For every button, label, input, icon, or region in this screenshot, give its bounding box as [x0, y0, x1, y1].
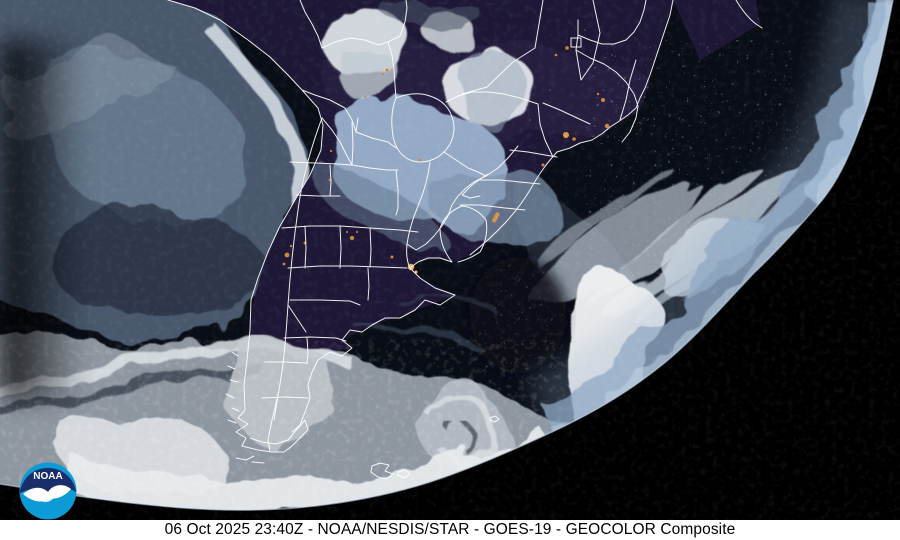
caption-text: 06 Oct 2025 23:40Z - NOAA/NESDIS/STAR - …	[164, 521, 736, 538]
seagull-icon	[23, 485, 71, 502]
caption-bar: 06 Oct 2025 23:40Z - NOAA/NESDIS/STAR - …	[0, 520, 900, 540]
noaa-logo-text: NOAA	[33, 471, 62, 482]
sensor-grain	[0, 0, 900, 520]
goes19-geocolor-scene	[0, 0, 900, 520]
seagull-body	[39, 495, 56, 503]
noaa-logo: NOAA	[19, 462, 77, 520]
